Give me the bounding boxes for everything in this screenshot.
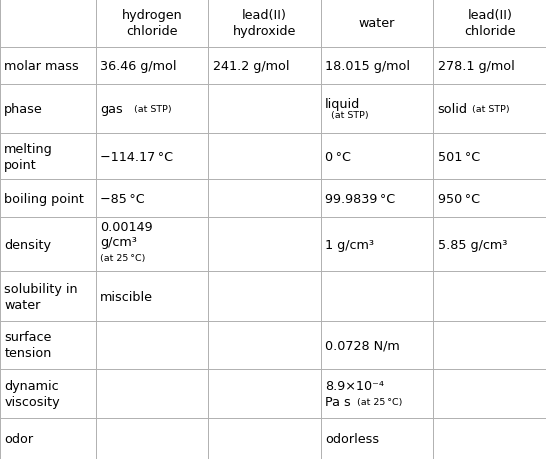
Text: 0.00149
g/cm³: 0.00149 g/cm³ <box>100 220 153 248</box>
Text: melting
point: melting point <box>4 143 53 172</box>
Text: 5.85 g/cm³: 5.85 g/cm³ <box>438 238 507 251</box>
Text: boiling point: boiling point <box>4 192 84 205</box>
Text: −85 °C: −85 °C <box>100 192 145 205</box>
Text: 950 °C: 950 °C <box>438 192 480 205</box>
Text: 36.46 g/mol: 36.46 g/mol <box>100 60 176 73</box>
Text: water: water <box>359 17 395 30</box>
Text: 278.1 g/mol: 278.1 g/mol <box>438 60 514 73</box>
Text: gas: gas <box>100 103 123 116</box>
Text: solid: solid <box>438 103 468 116</box>
Text: dynamic
viscosity: dynamic viscosity <box>4 379 60 408</box>
Text: odor: odor <box>4 432 33 445</box>
Text: −114.17 °C: −114.17 °C <box>100 151 173 163</box>
Text: (at 25 °C): (at 25 °C) <box>357 397 402 406</box>
Text: liquid: liquid <box>325 97 360 110</box>
Text: 0.0728 N/m: 0.0728 N/m <box>325 339 400 352</box>
Text: Pa s: Pa s <box>325 395 351 408</box>
Text: molar mass: molar mass <box>4 60 79 73</box>
Text: 18.015 g/mol: 18.015 g/mol <box>325 60 410 73</box>
Text: (at STP): (at STP) <box>472 105 510 114</box>
Text: density: density <box>4 238 51 251</box>
Text: solubility in
water: solubility in water <box>4 282 78 311</box>
Text: (at STP): (at STP) <box>331 111 368 119</box>
Text: phase: phase <box>4 103 43 116</box>
Text: 8.9×10⁻⁴: 8.9×10⁻⁴ <box>325 379 384 392</box>
Text: 1 g/cm³: 1 g/cm³ <box>325 238 374 251</box>
Text: odorless: odorless <box>325 432 379 445</box>
Text: lead(II)
chloride: lead(II) chloride <box>464 9 515 38</box>
Text: 0 °C: 0 °C <box>325 151 351 163</box>
Text: 99.9839 °C: 99.9839 °C <box>325 192 395 205</box>
Text: (at 25 °C): (at 25 °C) <box>100 254 145 263</box>
Text: miscible: miscible <box>100 290 153 303</box>
Text: surface
tension: surface tension <box>4 330 52 359</box>
Text: 501 °C: 501 °C <box>438 151 480 163</box>
Text: (at STP): (at STP) <box>134 105 171 114</box>
Text: 241.2 g/mol: 241.2 g/mol <box>212 60 289 73</box>
Text: hydrogen
chloride: hydrogen chloride <box>122 9 182 38</box>
Text: lead(II)
hydroxide: lead(II) hydroxide <box>233 9 296 38</box>
